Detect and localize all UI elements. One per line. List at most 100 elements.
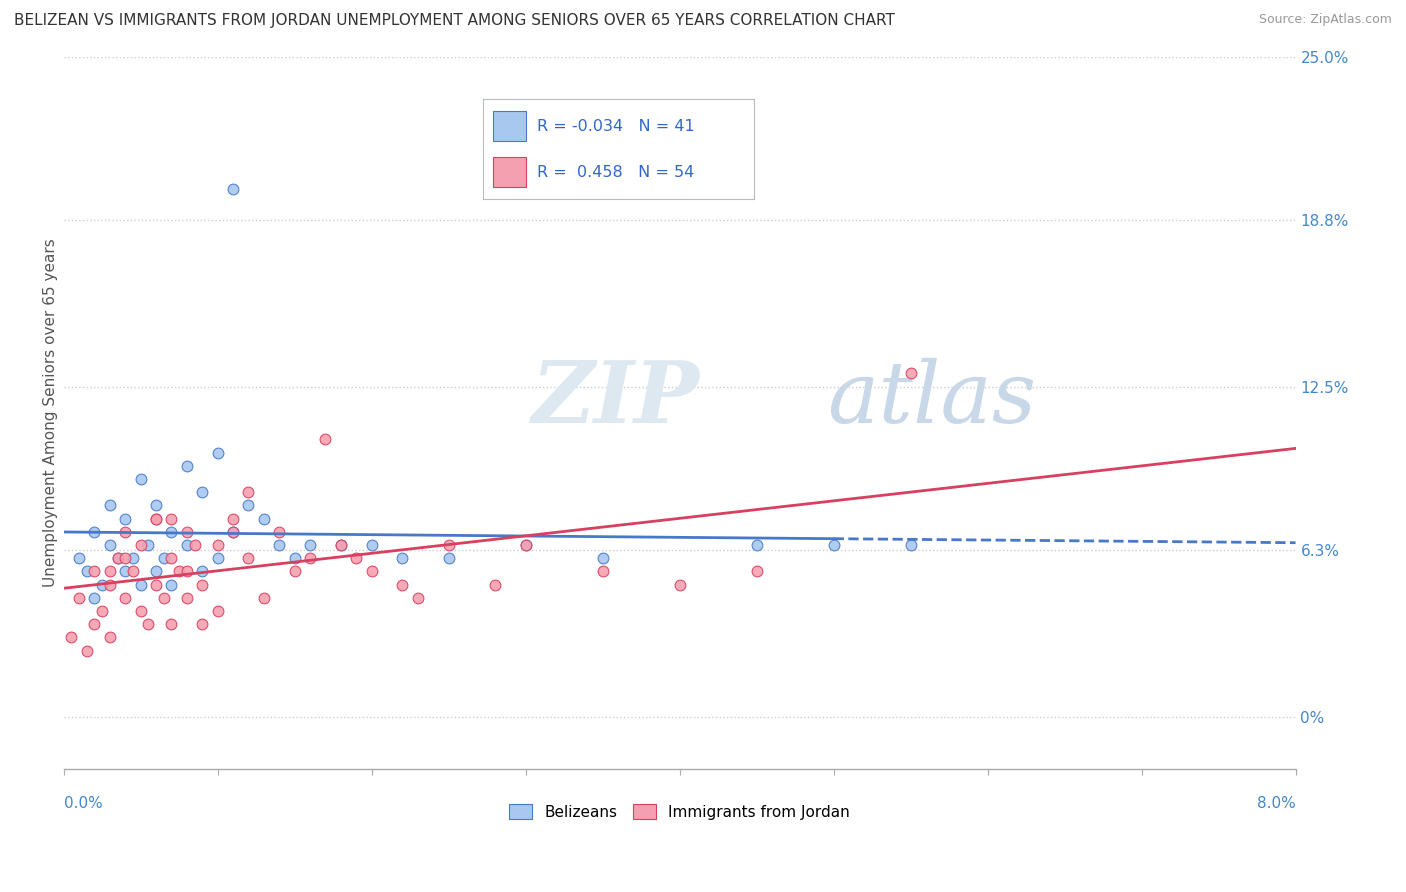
Point: [176, 458, 198, 473]
Point: [329, 538, 352, 552]
Point: [98, 538, 121, 552]
Point: [176, 538, 198, 552]
Point: [83, 617, 105, 632]
Point: [129, 472, 152, 486]
Point: [344, 551, 367, 566]
Point: [114, 511, 136, 525]
Point: [191, 617, 214, 632]
Text: Source: ZipAtlas.com: Source: ZipAtlas.com: [1258, 13, 1392, 27]
Point: [91, 604, 114, 618]
Point: [484, 577, 506, 591]
Point: [114, 565, 136, 579]
Point: [745, 538, 768, 552]
Point: [138, 538, 160, 552]
Point: [253, 511, 276, 525]
Point: [129, 604, 152, 618]
Point: [269, 524, 291, 539]
Point: [98, 565, 121, 579]
Point: [391, 551, 413, 566]
Point: [191, 577, 214, 591]
Point: [107, 551, 129, 566]
Point: [823, 538, 845, 552]
Point: [138, 617, 160, 632]
Point: [329, 538, 352, 552]
Point: [160, 524, 183, 539]
Point: [160, 577, 183, 591]
Point: [207, 538, 229, 552]
Legend: Belizeans, Immigrants from Jordan: Belizeans, Immigrants from Jordan: [503, 797, 856, 826]
Point: [238, 551, 260, 566]
Point: [83, 591, 105, 605]
Point: [145, 565, 167, 579]
Point: [299, 551, 322, 566]
Point: [222, 524, 245, 539]
Point: [83, 565, 105, 579]
Point: [238, 485, 260, 500]
Point: [176, 591, 198, 605]
Point: [145, 577, 167, 591]
Point: [67, 591, 90, 605]
Point: [98, 631, 121, 645]
Point: [176, 565, 198, 579]
Point: [114, 551, 136, 566]
Point: [107, 551, 129, 566]
Point: [222, 511, 245, 525]
Point: [76, 643, 98, 657]
Point: [391, 577, 413, 591]
Point: [900, 367, 922, 381]
Point: [122, 565, 145, 579]
Point: [299, 538, 322, 552]
Point: [191, 485, 214, 500]
Point: [122, 551, 145, 566]
Y-axis label: Unemployment Among Seniors over 65 years: Unemployment Among Seniors over 65 years: [44, 239, 58, 587]
Point: [269, 538, 291, 552]
Point: [160, 511, 183, 525]
Point: [145, 511, 167, 525]
Text: BELIZEAN VS IMMIGRANTS FROM JORDAN UNEMPLOYMENT AMONG SENIORS OVER 65 YEARS CORR: BELIZEAN VS IMMIGRANTS FROM JORDAN UNEMP…: [14, 13, 896, 29]
Point: [745, 565, 768, 579]
Text: 8.0%: 8.0%: [1257, 796, 1295, 811]
Point: [98, 499, 121, 513]
Point: [76, 565, 98, 579]
Point: [191, 565, 214, 579]
Point: [238, 499, 260, 513]
Point: [207, 445, 229, 459]
Point: [129, 577, 152, 591]
Point: [98, 577, 121, 591]
Point: [360, 538, 382, 552]
Point: [668, 577, 690, 591]
Point: [284, 551, 307, 566]
Point: [592, 565, 614, 579]
Point: [152, 591, 174, 605]
Point: [284, 565, 307, 579]
Point: [360, 565, 382, 579]
Point: [437, 538, 460, 552]
Point: [406, 591, 429, 605]
Point: [207, 551, 229, 566]
Point: [592, 551, 614, 566]
Point: [900, 538, 922, 552]
Text: 0.0%: 0.0%: [63, 796, 103, 811]
Text: ZIP: ZIP: [531, 357, 700, 441]
Point: [222, 181, 245, 195]
Point: [253, 591, 276, 605]
Text: atlas: atlas: [828, 358, 1036, 440]
Point: [114, 524, 136, 539]
Point: [515, 538, 537, 552]
Point: [167, 565, 190, 579]
Point: [83, 524, 105, 539]
Point: [176, 524, 198, 539]
Point: [437, 551, 460, 566]
Point: [222, 524, 245, 539]
Point: [145, 511, 167, 525]
Point: [160, 551, 183, 566]
Point: [145, 499, 167, 513]
Point: [60, 631, 83, 645]
Point: [183, 538, 205, 552]
Point: [67, 551, 90, 566]
Point: [114, 591, 136, 605]
Point: [515, 538, 537, 552]
Point: [160, 617, 183, 632]
Point: [91, 577, 114, 591]
Point: [314, 433, 336, 447]
